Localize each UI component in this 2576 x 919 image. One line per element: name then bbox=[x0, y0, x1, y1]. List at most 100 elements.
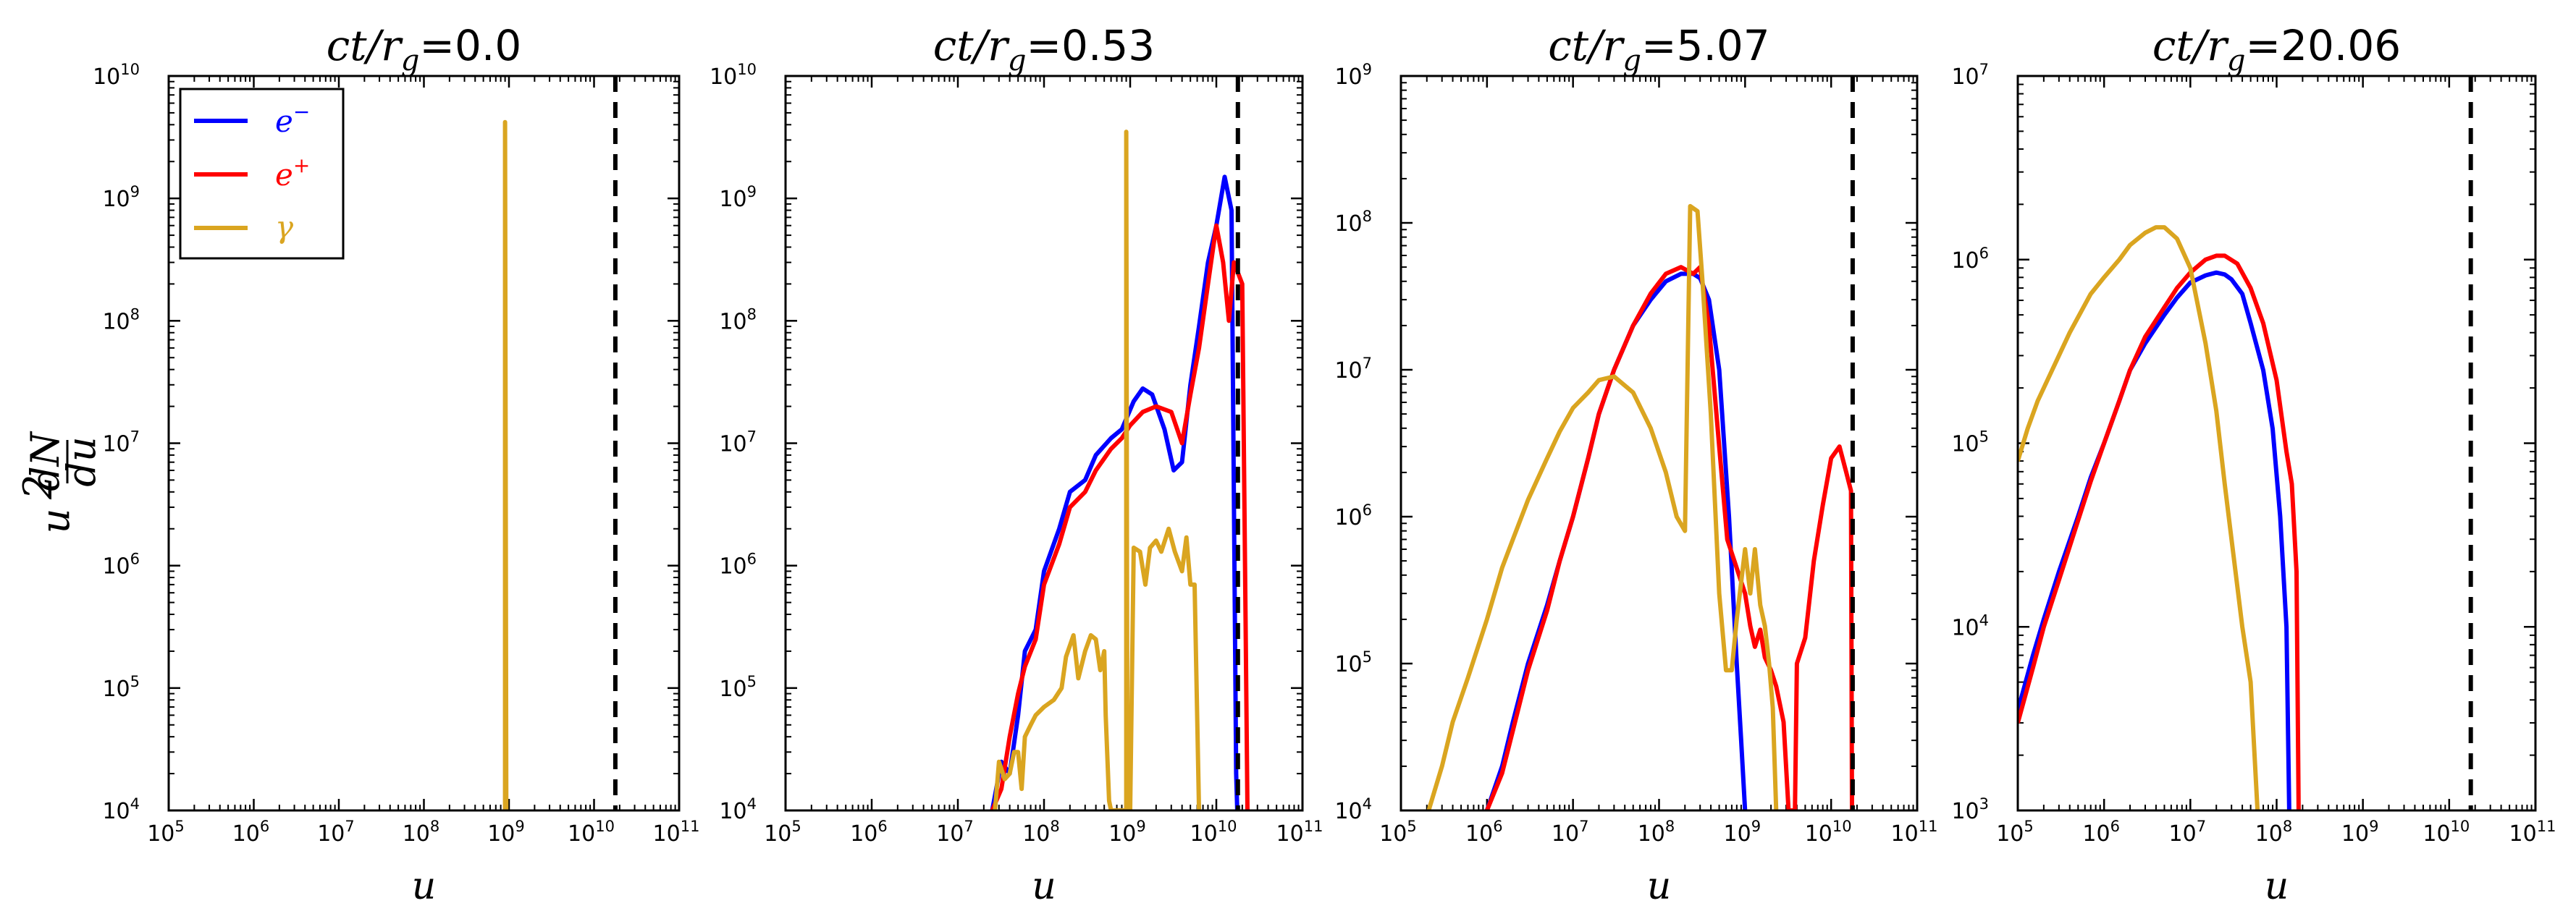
y-tick-exponent: 7 bbox=[1979, 61, 1989, 78]
x-tick-exponent: 6 bbox=[260, 818, 269, 835]
x-axis-label: u bbox=[1647, 865, 1672, 908]
y-label-denominator: du bbox=[59, 436, 104, 486]
x-axis-label: u bbox=[2265, 865, 2289, 908]
y-tick-exponent: 10 bbox=[737, 61, 757, 78]
panel-title-subscript: g bbox=[2227, 44, 2246, 77]
y-label-numerator: dN bbox=[22, 431, 68, 491]
x-tick-exponent: 7 bbox=[345, 818, 354, 835]
x-tick-exponent: 7 bbox=[2197, 818, 2206, 835]
y-tick-exponent: 4 bbox=[747, 795, 757, 813]
series-group bbox=[990, 130, 1250, 810]
series-line-gamma bbox=[502, 119, 509, 810]
legend-label-photon: γ bbox=[275, 209, 294, 245]
y-tick-exponent: 8 bbox=[747, 305, 757, 323]
panel-title-value: =0.53 bbox=[1026, 21, 1155, 70]
plot-frame bbox=[1399, 75, 1919, 812]
plot-frame bbox=[784, 75, 1304, 812]
y-tick-exponent: 6 bbox=[1363, 501, 1372, 519]
y-tick-exponent: 6 bbox=[747, 551, 757, 568]
y-tick-exponent: 10 bbox=[120, 61, 140, 78]
panel-title-value: =20.06 bbox=[2246, 21, 2402, 70]
x-tick-exponent: 6 bbox=[1493, 818, 1502, 835]
y-tick-exponent: 7 bbox=[130, 428, 140, 446]
x-tick-exponent: 7 bbox=[1579, 818, 1588, 835]
y-label-sup: 2 bbox=[15, 475, 61, 500]
x-tick-exponent: 6 bbox=[2110, 818, 2120, 835]
series-line-e-plus bbox=[990, 223, 1250, 810]
y-tick-exponent: 6 bbox=[1979, 245, 1989, 262]
x-tick-exponent: 9 bbox=[1751, 818, 1761, 835]
series-group bbox=[502, 119, 509, 810]
panel-title-subscript: g bbox=[401, 44, 420, 77]
major-ticks: 105 106 107 108 109 1010 101110410510610710810… bbox=[710, 61, 1323, 847]
x-tick-exponent: 10 bbox=[1832, 818, 1852, 835]
x-tick-exponent: 9 bbox=[2369, 818, 2378, 835]
y-tick-exponent: 4 bbox=[1979, 611, 1989, 629]
y-tick-exponent: 9 bbox=[130, 183, 140, 200]
x-tick-exponent: 7 bbox=[964, 818, 973, 835]
y-tick-exponent: 5 bbox=[747, 673, 757, 690]
x-tick-label: 106 bbox=[232, 818, 270, 847]
y-tick-exponent: 5 bbox=[1363, 648, 1372, 666]
series-line-gamma bbox=[1426, 203, 1779, 810]
x-tick-exponent: 11 bbox=[681, 818, 700, 835]
panel-title-math: ct/r bbox=[2152, 21, 2229, 70]
legend-label-positron-sup: + bbox=[293, 153, 310, 177]
y-tick-exponent: 4 bbox=[130, 795, 140, 813]
series-line-gamma bbox=[2018, 225, 2260, 810]
panel-2: 105 106 107 108 109 1010 101110410510610710810… bbox=[1334, 21, 1937, 908]
x-tick-exponent: 10 bbox=[1218, 818, 1237, 835]
series-line-e-plus bbox=[2018, 253, 2301, 810]
legend-label-electron: e− bbox=[275, 100, 310, 139]
y-tick-exponent: 6 bbox=[130, 551, 140, 568]
series-group bbox=[2018, 225, 2301, 810]
x-tick-exponent: 11 bbox=[1919, 818, 1938, 835]
y-tick-exponent: 7 bbox=[1363, 355, 1372, 372]
y-tick-exponent: 9 bbox=[1363, 61, 1372, 78]
x-tick-exponent: 8 bbox=[1665, 818, 1675, 835]
panel-title: ct/rg=0.0 bbox=[327, 21, 522, 77]
x-tick-label: 106 bbox=[1465, 818, 1503, 847]
panel-title-subscript: g bbox=[1622, 44, 1641, 77]
legend: e− e+ γ bbox=[179, 88, 345, 260]
y-tick-exponent: 8 bbox=[1363, 208, 1372, 225]
panel-1: 105 106 107 108 109 1010 101110410510610710810… bbox=[710, 21, 1323, 908]
x-tick-exponent: 5 bbox=[1407, 818, 1416, 835]
series-line-gamma bbox=[993, 130, 1202, 810]
panel-title: ct/rg=20.06 bbox=[2152, 21, 2401, 77]
panel-title-value: =0.0 bbox=[419, 21, 521, 70]
x-tick-exponent: 8 bbox=[1050, 818, 1059, 835]
y-tick-exponent: 4 bbox=[1363, 795, 1372, 813]
x-tick-exponent: 5 bbox=[2024, 818, 2033, 835]
x-tick-exponent: 8 bbox=[430, 818, 439, 835]
legend-label-electron-base: e bbox=[275, 103, 293, 139]
y-tick-label: 108 bbox=[102, 305, 140, 334]
panel-title-math: ct/r bbox=[327, 21, 403, 70]
x-tick-exponent: 9 bbox=[515, 818, 524, 835]
x-tick-exponent: 5 bbox=[791, 818, 801, 835]
x-tick-exponent: 5 bbox=[174, 818, 184, 835]
x-tick-exponent: 10 bbox=[595, 818, 615, 835]
y-tick-exponent: 5 bbox=[130, 673, 140, 690]
legend-label-electron-sup: − bbox=[293, 100, 310, 124]
x-axis-label: u bbox=[1032, 865, 1056, 908]
y-tick-exponent: 5 bbox=[1979, 428, 1989, 446]
y-tick-exponent: 8 bbox=[130, 305, 140, 323]
x-tick-exponent: 9 bbox=[1136, 818, 1145, 835]
x-axis-label: u bbox=[412, 865, 437, 908]
y-axis-label: u 2 dN du bbox=[15, 431, 104, 533]
x-tick-exponent: 11 bbox=[2537, 818, 2556, 835]
legend-label-positron: e+ bbox=[275, 153, 310, 192]
legend-label-positron-base: e bbox=[275, 157, 293, 192]
plot-frame bbox=[2016, 75, 2537, 812]
y-label-base: u bbox=[33, 509, 78, 534]
panel-title-math: ct/r bbox=[933, 21, 1010, 70]
y-tick-exponent: 3 bbox=[1979, 795, 1989, 813]
panel-title: ct/rg=0.53 bbox=[933, 21, 1155, 77]
x-tick-exponent: 6 bbox=[877, 818, 887, 835]
y-tick-exponent: 9 bbox=[747, 183, 757, 200]
